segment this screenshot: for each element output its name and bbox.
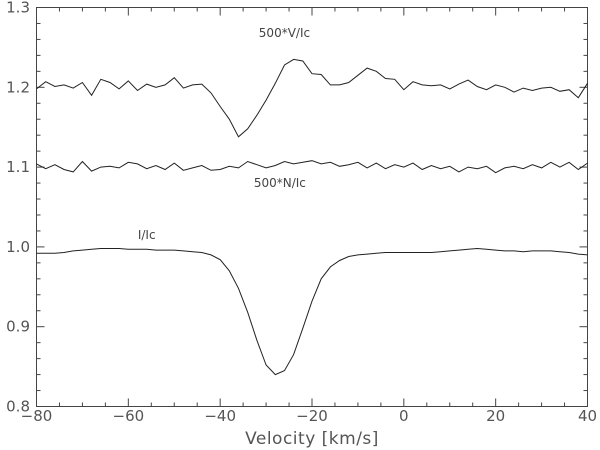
- series-label-500-v-ic: 500*V/Ic: [259, 26, 310, 40]
- y-tick-label: 1.2: [6, 78, 30, 96]
- y-tick-label: 0.9: [6, 318, 30, 336]
- plot-frame: [36, 7, 588, 407]
- x-axis: −80 −60 −40 −20 0 20 40: [21, 7, 597, 425]
- y-tick-label: 0.8: [6, 398, 30, 416]
- series-line-500-v-ic: [36, 58, 588, 138]
- x-tick-label: −80: [21, 407, 53, 425]
- series-labels: 500*V/Ic 500*N/Ic I/Ic: [138, 26, 310, 242]
- series-line-i-ic: [36, 247, 588, 376]
- series-lines: [36, 58, 588, 376]
- x-tick-label: 0: [399, 407, 409, 425]
- series-label-i-ic: I/Ic: [138, 228, 156, 242]
- x-tick-label: 40: [578, 407, 597, 425]
- x-tick-label: −40: [204, 407, 236, 425]
- y-axis: 0.8 0.9 1.0 1.1 1.2 1.3: [6, 0, 588, 416]
- x-tick-label: −20: [296, 407, 328, 425]
- x-tick-label: −60: [113, 407, 145, 425]
- x-tick-label: 20: [486, 407, 505, 425]
- y-tick-label: 1.0: [6, 238, 30, 256]
- series-label-500-n-ic: 500*N/Ic: [254, 176, 306, 190]
- series-line-500-n-ic: [36, 160, 588, 174]
- y-tick-label: 1.1: [6, 158, 30, 176]
- y-tick-label: 1.3: [6, 0, 30, 17]
- x-axis-title: Velocity [km/s]: [245, 429, 379, 449]
